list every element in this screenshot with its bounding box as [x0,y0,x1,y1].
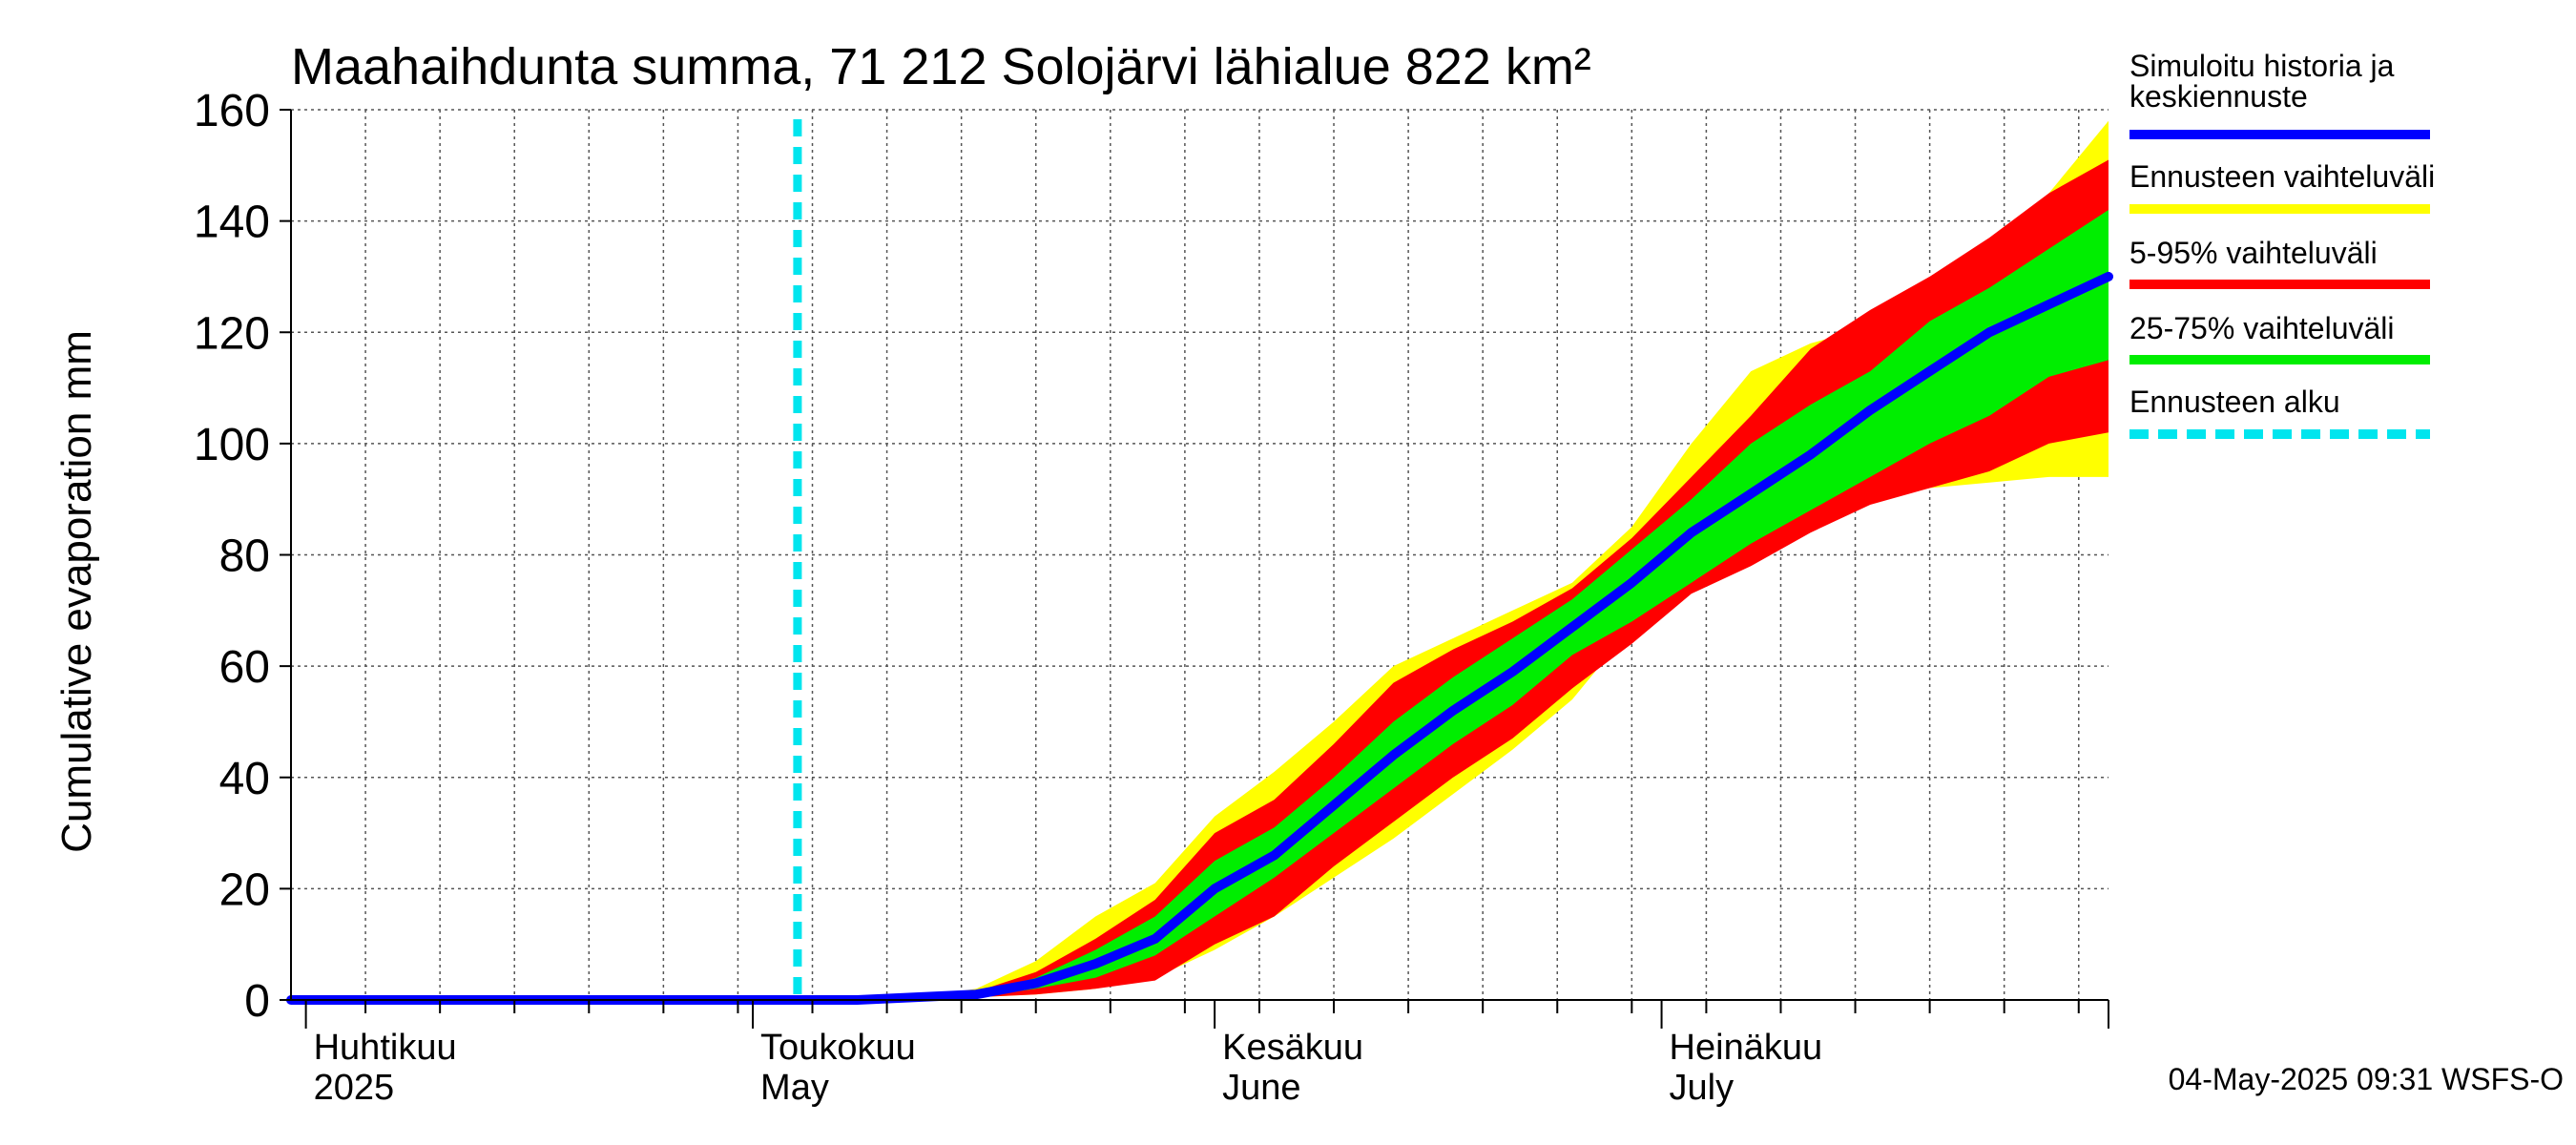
month-sublabel: May [760,1068,829,1108]
timestamp-footer: 04-May-2025 09:31 WSFS-O [2169,1062,2564,1096]
legend-label: Simuloitu historia ja [2129,49,2395,83]
y-tick-labels: 0 20 40 60 80 100 120 140 160 [194,86,270,1027]
y-tick-label: 100 [194,420,270,470]
y-tick-label: 160 [194,86,270,136]
y-axis-label: Cumulative evaporation mm [53,330,100,853]
month-label: Heinäkuu [1670,1028,1823,1068]
month-label: Kesäkuu [1222,1028,1363,1068]
y-tick-label: 140 [194,198,270,248]
legend-label: Ennusteen alku [2129,385,2340,419]
legend-label: Ennusteen vaihteluväli [2129,159,2435,194]
y-tick-label: 0 [244,976,270,1027]
y-tick-label: 80 [219,531,270,582]
month-sublabel: July [1670,1068,1735,1108]
y-tick-label: 120 [194,308,270,359]
band-5-95-vaihteluv-li [291,159,2109,1000]
y-tick-label: 40 [219,754,270,804]
legend-label: 25-75% vaihteluväli [2129,311,2395,345]
band-25-75-vaihteluv-li [291,210,2109,1000]
chart-title: Maahaihdunta summa, 71 212 Solojärvi läh… [291,38,1591,95]
y-tick-label: 20 [219,864,270,915]
forecast-bands [291,120,2109,1000]
month-label: Huhtikuu [314,1028,457,1068]
month-sublabel: 2025 [314,1068,395,1108]
month-sublabel: June [1222,1068,1300,1108]
month-label: Toukokuu [760,1028,916,1068]
y-tick-label: 60 [219,642,270,693]
legend-label: keskiennuste [2129,79,2308,114]
axes [280,109,2109,1029]
legend-label: 5-95% vaihteluväli [2129,236,2378,270]
